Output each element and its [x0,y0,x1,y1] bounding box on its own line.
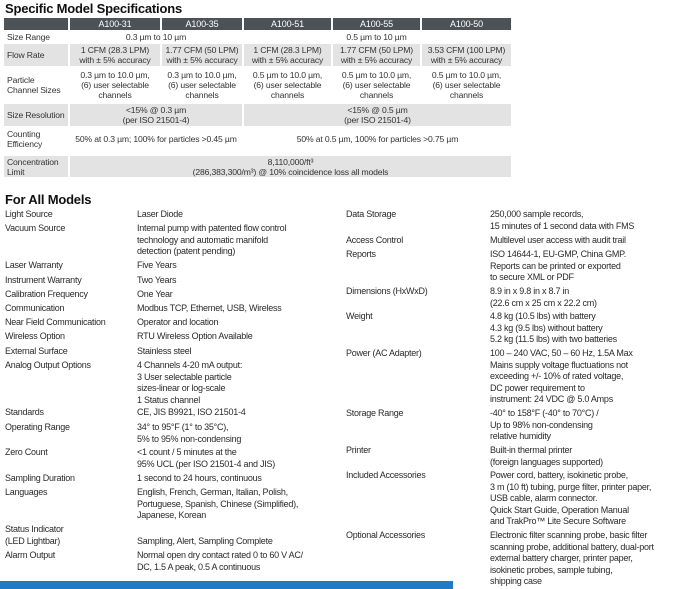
spec-label: Analog Output Options [5,360,91,370]
spec-label: Storage Range [346,408,404,418]
spec-value: Normal open dry contact rated 0 to 60 V … [137,550,303,572]
spec-label: Alarm Output [5,550,56,560]
table-cell: 0.3 µm to 10 µm [68,30,242,42]
spec-label: Languages [5,487,48,497]
table-row: Size Resolution <15% @ 0.3 µm (per ISO 21… [4,102,511,126]
table-header-row: A100-31 A100-35 A100-51 A100-55 A100-50 [4,18,511,30]
model-header: A100-35 [160,18,242,30]
spec-label: Calibration Frequency [5,289,88,299]
model-header: A100-51 [242,18,331,30]
specific-specs-title: Specific Model Specifications [5,1,182,16]
accent-bar [0,581,453,589]
table-row: Size Range 0.3 µm to 10 µm 0.5 µm to 10 µm [4,30,511,42]
spec-value: Internal pump with patented flow control… [137,223,287,256]
table-cell: 0.5 µm to 10.0 µm, (6) user selectable c… [331,66,420,102]
table-cell: 1 CFM (28.3 LPM) with ± 5% accuracy [68,42,160,66]
spec-value: -40° to 158°F (-40° to 70°C) / Up to 98%… [490,408,599,441]
spec-value: Electronic filter scanning probe, basic … [490,530,654,586]
spec-label: External Surface [5,346,68,356]
spec-label: Weight [346,311,373,321]
spec-label: Vacuum Source [5,223,66,233]
spec-label: Access Control [346,235,404,245]
spec-value: 250,000 sample records, 15 minutes of 1 … [490,209,635,231]
table-cell: 1.77 CFM (50 LPM) with ± 5% accuracy [331,42,420,66]
spec-value: <1 count / 5 minutes at the 95% UCL (per… [137,447,275,469]
table-cell: 0.5 µm to 10.0 µm, (6) user selectable c… [420,66,511,102]
spec-label: Reports [346,249,376,259]
spec-label: Operating Range [5,422,70,432]
table-cell: <15% @ 0.5 µm (per ISO 21501-4) [242,102,511,126]
table-cell: 50% at 0.3 µm; 100% for particles >0.45 … [68,126,242,150]
row-label: Counting Efficiency [4,126,68,150]
specs-table: A100-31 A100-35 A100-51 A100-55 A100-50 Size… [4,18,511,177]
spec-value: 34° to 95°F (1° to 35°C), 5% to 95% non-… [137,422,242,444]
spec-value: Power cord, battery, isokinetic probe, 3… [490,470,652,526]
spec-label: Sampling Duration [5,473,75,483]
spec-value: 8.9 in x 9.8 in x 8.7 in (22.6 cm x 25 c… [490,286,597,308]
model-header: A100-55 [331,18,420,30]
table-cell: <15% @ 0.3 µm (per ISO 21501-4) [68,102,242,126]
row-label: Particle Channel Sizes [4,66,68,102]
table-cell: 50% at 0.5 µm, 100% for particles >0.75 … [242,126,511,150]
spec-value: 4.8 kg (10.5 lbs) with battery 4.3 kg (9… [490,311,617,344]
table-row: Particle Channel Sizes 0.3 µm to 10.0 µm,… [4,66,511,102]
table-cell [242,30,331,42]
spec-label: Included Accessories [346,470,426,480]
table-cell [420,30,511,42]
table-cell: 8,110,000/ft³ (286,383,300/m³) @ 10% coi… [68,150,511,177]
model-header: A100-31 [68,18,160,30]
spec-value: RTU Wireless Option Available [137,331,253,341]
spec-label: Optional Accessories [346,530,426,540]
spec-label: Zero Count [5,447,48,457]
spec-label: Near Field Communication [5,317,106,327]
spec-value: Modbus TCP, Ethernet, USB, Wireless [137,303,282,313]
spec-label: Wireless Option [5,331,65,341]
spec-value: 4 Channels 4-20 mA output: 3 User select… [137,360,243,405]
row-label: Flow Rate [4,42,68,66]
table-cell: 0.3 µm to 10.0 µm, (6) user selectable c… [68,66,160,102]
spec-label: Communication [5,303,65,313]
row-label: Size Resolution [4,102,68,126]
spec-value: Two Years [137,275,177,285]
spec-value: 100 – 240 VAC, 50 – 60 Hz, 1.5A Max Main… [490,348,633,404]
table-row: Counting Efficiency 50% at 0.3 µm; 100% f… [4,126,511,150]
row-label: Size Range [4,30,68,42]
spec-label: Data Storage [346,209,397,219]
spec-label: Laser Warranty [5,260,63,270]
spec-label: Power (AC Adapter) [346,348,422,358]
table-cell: 1.77 CFM (50 LPM) with ± 5% accuracy [160,42,242,66]
spec-value: Stainless steel [137,346,192,356]
all-models-title: For All Models [5,192,92,207]
table-cell: 0.3 µm to 10.0 µm, (6) user selectable c… [160,66,242,102]
spec-label: Standards [5,407,44,417]
spec-label: Light Source [5,209,53,219]
header-blank [4,18,68,30]
table-cell: 0.5 µm to 10 µm [331,30,420,42]
spec-value: CE, JIS B9921, ISO 21501-4 [137,407,246,417]
spec-label: Instrument Warranty [5,275,82,285]
spec-value: English, French, German, Italian, Polish… [137,487,299,520]
spec-value: Multilevel user access with audit trail [490,235,626,245]
spec-label: Status Indicator (LED Lightbar) [5,524,64,546]
spec-value: One Year [137,289,173,299]
spec-label: Printer [346,445,371,455]
table-row: Flow Rate 1 CFM (28.3 LPM) with ± 5% accu… [4,42,511,66]
spec-value: Operator and location [137,317,219,327]
table-row: Concentration Limit 8,110,000/ft³ (286,38… [4,150,511,177]
spec-value: Five Years [137,260,177,270]
spec-label: Dimensions (HxWxD) [346,286,428,296]
spec-value: 1 second to 24 hours, continuous [137,473,262,483]
row-label: Concentration Limit [4,150,68,177]
table-cell: 1 CFM (28.3 LPM) with ± 5% accuracy [242,42,331,66]
spec-value: ISO 14644-1, EU-GMP, China GMP. Reports … [490,249,626,282]
spec-value: Laser Diode [137,209,183,219]
spec-value: Sampling, Alert, Sampling Complete [137,536,273,546]
model-header: A100-50 [420,18,511,30]
table-cell: 0.5 µm to 10.0 µm, (6) user selectable c… [242,66,331,102]
table-cell: 3.53 CFM (100 LPM) with ± 5% accuracy [420,42,511,66]
spec-value: Built-in thermal printer (foreign langua… [490,445,603,467]
